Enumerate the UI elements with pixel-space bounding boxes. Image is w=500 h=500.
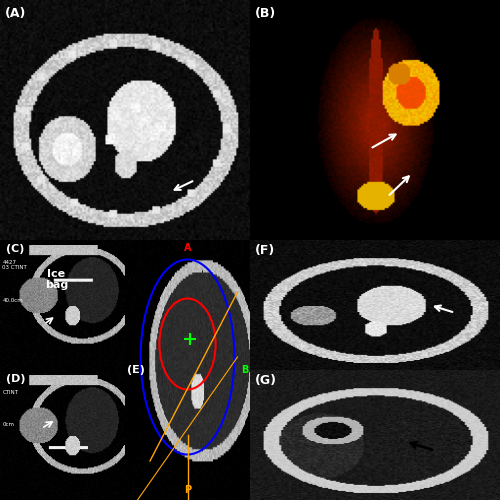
- Text: (C): (C): [6, 244, 25, 254]
- Text: (E): (E): [128, 365, 146, 375]
- Text: (A): (A): [5, 7, 26, 20]
- Text: 0cm: 0cm: [2, 422, 14, 427]
- Text: (G): (G): [255, 374, 277, 387]
- Text: A: A: [184, 242, 191, 252]
- Text: (B): (B): [255, 7, 276, 20]
- Text: CTINT: CTINT: [2, 390, 18, 394]
- Text: 40.0cm: 40.0cm: [2, 298, 23, 304]
- Text: (D): (D): [6, 374, 26, 384]
- Text: P: P: [184, 485, 191, 495]
- Text: (F): (F): [255, 244, 275, 257]
- Text: Ice
bag: Ice bag: [44, 268, 68, 290]
- Text: B: B: [242, 365, 249, 375]
- Text: 4427
03 CTINT: 4427 03 CTINT: [2, 260, 27, 270]
